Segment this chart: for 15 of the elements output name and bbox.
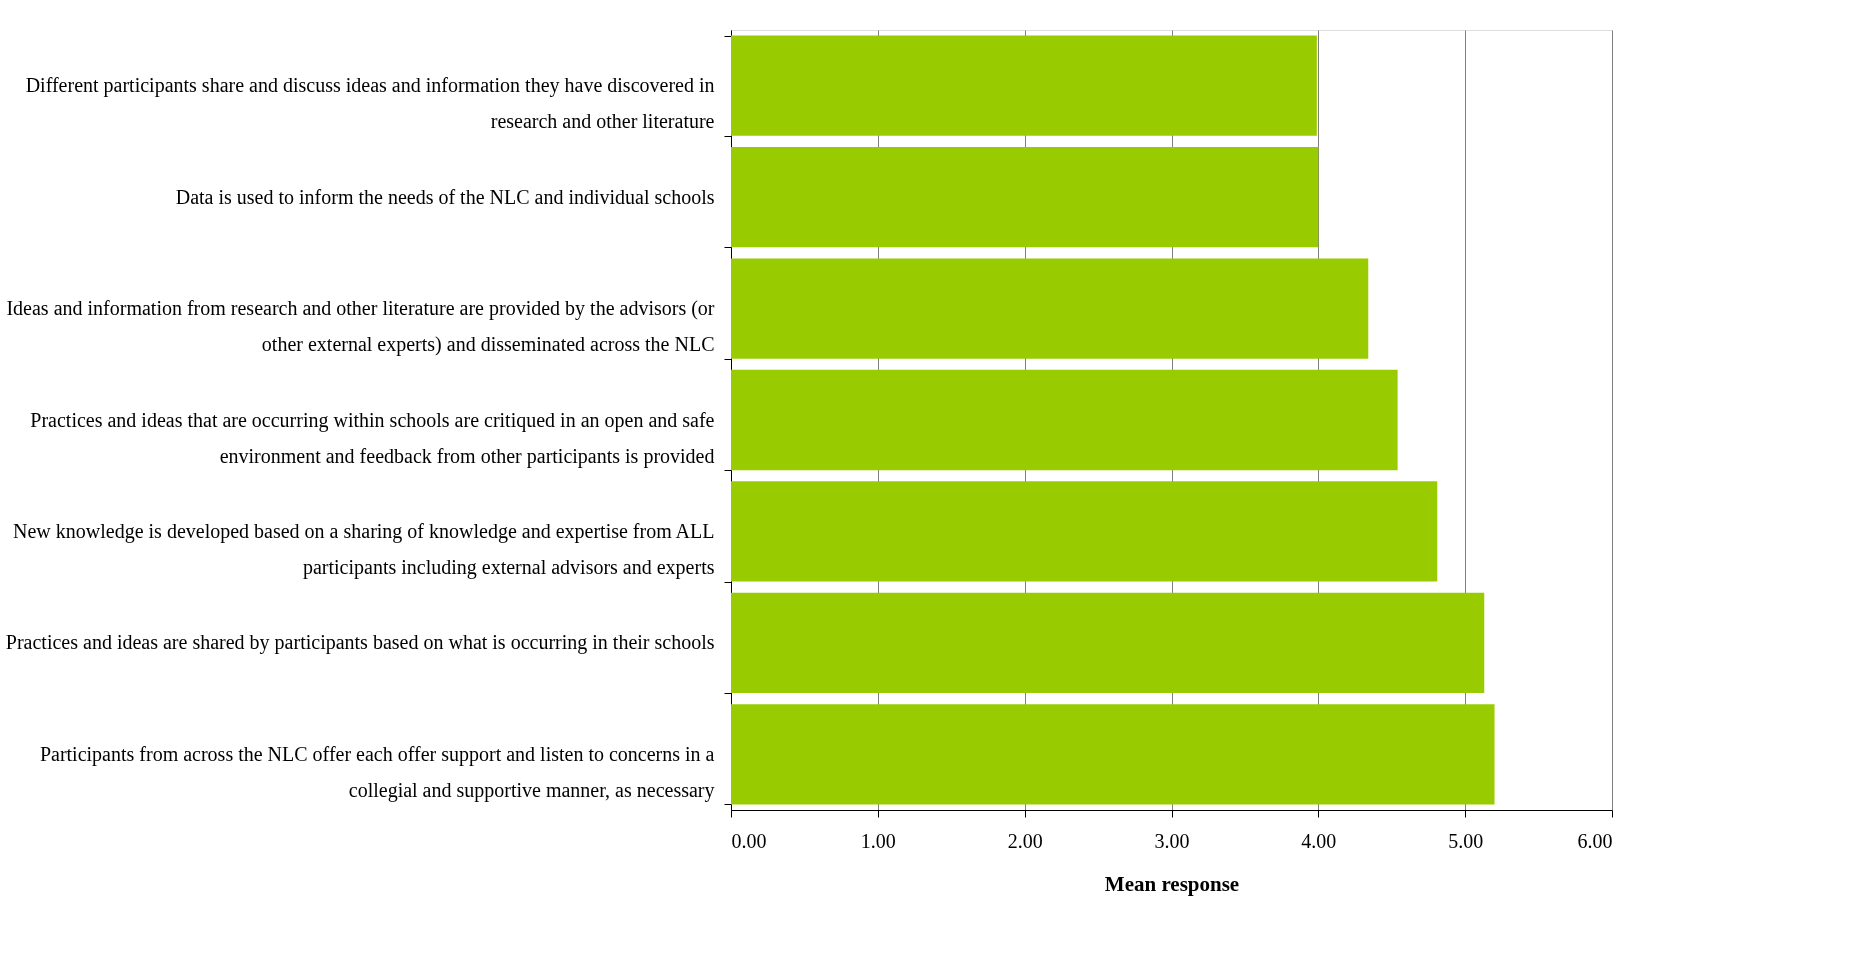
x-tick-label: 3.00 (1154, 829, 1190, 852)
y-tick-label: Practices and ideas that are occurring within schools are critiqued in an open and safe environment and feedback from other participants is provided (30, 408, 715, 468)
y-tick-label: New knowledge is developed based on a sharing of knowledge and expertise from ALL participants including external advisors and experts (13, 519, 715, 579)
x-tick-label: 1.00 (860, 829, 896, 852)
y-tick-label: Data is used to inform the needs of the NLC and individual schools (175, 185, 715, 208)
x-tick-label: 0.00 (731, 829, 767, 852)
y-tick-label: Different participants share and discuss ideas and information they have discovered in research and other literature (25, 74, 715, 133)
x-axis-title: Mean response (1104, 871, 1240, 896)
y-tick-label: Practices and ideas are shared by participants based on what is occurring in their schools (5, 631, 715, 655)
x-tick-label: 6.00 (1577, 829, 1613, 852)
x-tick-label: 4.00 (1301, 829, 1337, 852)
y-tick-label: Ideas and information from research and other literature are provided by the advisors (or other external experts) and disseminated across the NLC (6, 297, 715, 357)
y-tick-label: Participants from across the NLC offer each offer support and listen to concerns in a collegial and supportive manner, as necessary (39, 742, 715, 802)
x-tick-label: 5.00 (1448, 829, 1484, 852)
x-tick-label: 2.00 (1007, 829, 1043, 852)
